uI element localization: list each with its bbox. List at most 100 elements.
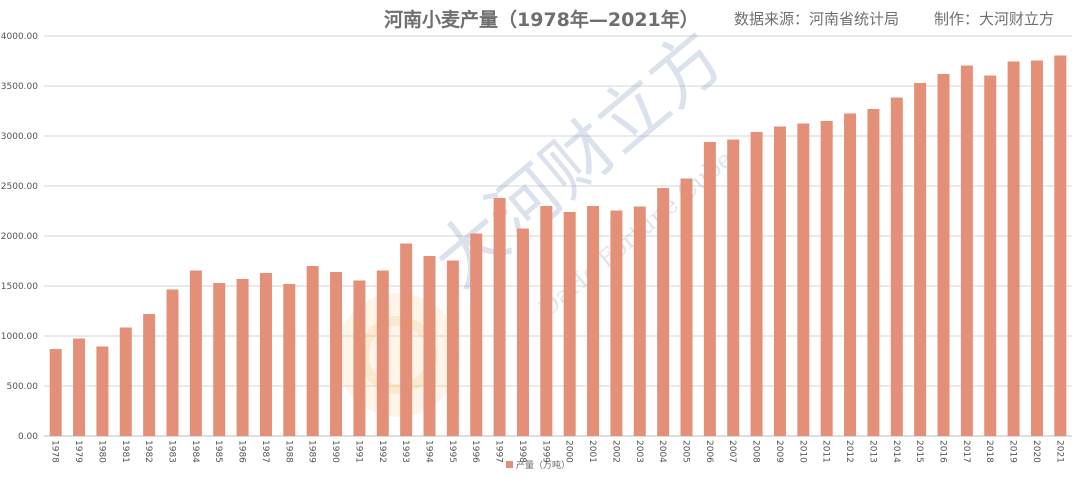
x-tick-label: 2010	[797, 440, 807, 463]
x-tick-label: 1994	[424, 440, 434, 463]
bar-2019	[1007, 61, 1020, 436]
x-tick-label: 2018	[984, 440, 994, 463]
bar-1995	[446, 260, 459, 436]
bar-1996	[470, 233, 483, 436]
bar-1994	[423, 256, 436, 436]
legend-swatch	[506, 461, 513, 468]
y-tick-label: 500.00	[7, 382, 39, 392]
bar-1991	[353, 280, 366, 436]
bar-2011	[820, 121, 833, 436]
x-tick-label: 2017	[961, 440, 971, 463]
bar-1988	[283, 284, 296, 436]
bar-2001	[587, 206, 600, 436]
x-tick-label: 2009	[774, 440, 784, 463]
x-axis-ticks: 1978 1979 1980 1981 1982 1983 1984 1985 1986 1987…	[50, 440, 1065, 463]
bar-2018	[984, 75, 997, 436]
x-tick-label: 1978	[50, 440, 60, 463]
legend: 产量（万吨）	[506, 459, 570, 471]
x-tick-label: 1993	[400, 440, 410, 463]
x-tick-label: 2019	[1008, 440, 1018, 463]
y-tick-label: 4000.00	[1, 32, 38, 42]
x-tick-label: 2011	[821, 440, 831, 463]
y-tick-label: 2000.00	[1, 232, 38, 242]
bar-2013	[867, 109, 880, 436]
x-tick-label: 2005	[681, 440, 691, 463]
bar-1982	[143, 314, 156, 436]
data-source-label: 数据来源：河南省统计局	[734, 10, 900, 28]
bar-1997	[493, 198, 506, 436]
watermark: 大河财立方 DaHe Fortune Cube	[336, 15, 739, 417]
producer-credit-label: 制作：大河财立方	[934, 10, 1055, 28]
x-tick-label: 2013	[867, 440, 877, 463]
bar-2007	[727, 139, 740, 436]
x-tick-label: 2002	[610, 440, 620, 463]
bar-1985	[213, 283, 226, 436]
bar-1980	[96, 346, 109, 436]
bar-1979	[73, 338, 86, 436]
bar-2005	[680, 178, 693, 436]
x-tick-label: 2008	[751, 440, 761, 463]
bars	[49, 55, 1067, 436]
y-tick-label: 2500.00	[1, 182, 38, 192]
bar-2014	[890, 97, 903, 436]
y-tick-label: 0.00	[18, 432, 38, 442]
bar-1989	[306, 266, 319, 436]
y-tick-label: 1000.00	[1, 332, 38, 342]
bar-2008	[750, 132, 763, 436]
bar-1978	[49, 349, 62, 436]
bar-2016	[937, 74, 950, 436]
x-tick-label: 2015	[914, 440, 924, 463]
x-tick-label: 1979	[73, 440, 83, 463]
bar-1990	[330, 272, 343, 436]
legend-label: 产量（万吨）	[516, 459, 570, 471]
x-tick-label: 1999	[540, 440, 550, 463]
bar-1981	[119, 327, 132, 436]
x-tick-label: 1980	[96, 440, 106, 463]
x-tick-label: 1990	[330, 440, 340, 463]
y-tick-label: 3000.00	[1, 132, 38, 142]
x-tick-label: 1981	[120, 440, 130, 463]
x-tick-label: 1995	[447, 440, 457, 463]
bar-2012	[844, 113, 857, 436]
x-tick-label: 2016	[938, 440, 948, 463]
bar-1993	[400, 243, 413, 436]
bar-2000	[563, 212, 576, 436]
x-tick-label: 1985	[213, 440, 223, 463]
x-tick-label: 1997	[494, 440, 504, 463]
bar-2015	[914, 83, 927, 436]
x-tick-label: 1986	[237, 440, 247, 463]
chart-title: 河南小麦产量（1978年—2021年）	[384, 9, 699, 31]
x-tick-label: 2020	[1031, 440, 1041, 463]
bar-2021	[1054, 55, 1067, 436]
bar-1987	[259, 273, 272, 436]
x-tick-label: 1982	[143, 440, 153, 463]
bar-1986	[236, 279, 249, 436]
x-tick-label: 2021	[1054, 440, 1064, 463]
x-tick-label: 2004	[657, 440, 667, 463]
x-tick-label: 2014	[891, 440, 901, 463]
bar-2002	[610, 210, 623, 436]
bar-1983	[166, 289, 179, 436]
bar-1999	[540, 206, 553, 436]
bar-1992	[376, 270, 389, 436]
bar-2003	[633, 206, 646, 436]
x-tick-label: 2001	[587, 440, 597, 463]
x-tick-label: 1988	[283, 440, 293, 463]
x-tick-label: 2000	[564, 440, 574, 463]
bar-2017	[960, 65, 973, 436]
y-tick-label: 1500.00	[1, 282, 38, 292]
x-tick-label: 1987	[260, 440, 270, 463]
x-tick-label: 1996	[470, 440, 480, 463]
x-tick-label: 1983	[167, 440, 177, 463]
x-tick-label: 1989	[307, 440, 317, 463]
x-tick-label: 1991	[353, 440, 363, 463]
bar-1998	[516, 228, 529, 436]
x-tick-label: 2007	[727, 440, 737, 463]
bar-2004	[657, 188, 670, 436]
bar-1984	[189, 270, 202, 436]
x-tick-label: 2006	[704, 440, 714, 463]
x-tick-label: 2012	[844, 440, 854, 463]
bar-2006	[703, 142, 716, 436]
x-tick-label: 1992	[377, 440, 387, 463]
